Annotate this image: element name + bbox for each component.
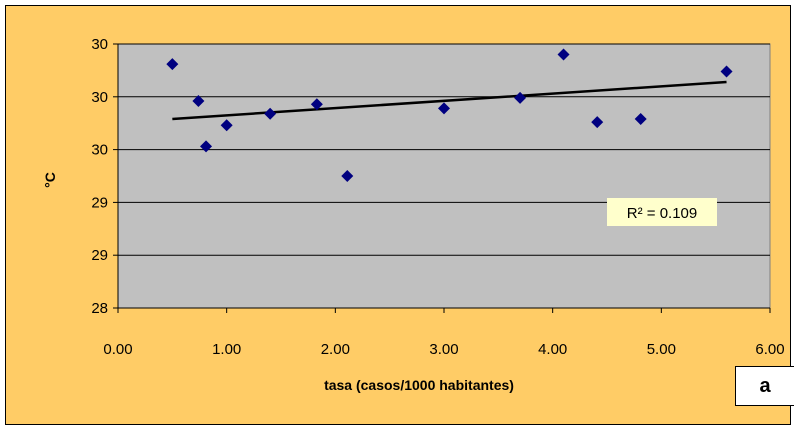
x-tick-label-3: 3.00 bbox=[429, 341, 458, 358]
data-point-3 bbox=[220, 119, 233, 132]
x-tick-label-2: 2.00 bbox=[321, 341, 350, 358]
y-axis-title: °C bbox=[42, 172, 58, 188]
data-point-7 bbox=[438, 102, 450, 115]
data-point-4 bbox=[264, 107, 277, 120]
x-tick-label-6: 6.00 bbox=[755, 341, 784, 358]
data-point-10 bbox=[591, 116, 604, 129]
data-point-5 bbox=[310, 98, 323, 111]
data-point-1 bbox=[192, 95, 205, 108]
y-tick-label-3: 30 bbox=[91, 142, 108, 159]
data-point-9 bbox=[557, 48, 570, 61]
y-tick-label-4: 30 bbox=[91, 89, 108, 106]
y-tick-label-5: 30 bbox=[91, 36, 108, 53]
data-point-0 bbox=[166, 58, 179, 71]
x-axis-title: tasa (casos/1000 habitantes) bbox=[324, 377, 514, 393]
x-tick-label-0: 0.00 bbox=[103, 341, 132, 358]
x-tick-label-1: 1.00 bbox=[212, 341, 241, 358]
data-point-12 bbox=[720, 65, 733, 78]
x-tick-label-5: 5.00 bbox=[647, 341, 676, 358]
panel-label: a bbox=[735, 366, 794, 406]
r-squared-text: R² = 0.109 bbox=[627, 205, 697, 222]
r-squared-box bbox=[607, 198, 717, 226]
y-tick-label-0: 28 bbox=[91, 300, 108, 317]
plot-area bbox=[117, 43, 771, 309]
r-squared-annotation: R² = 0.109 bbox=[607, 198, 717, 226]
data-point-8 bbox=[514, 91, 527, 104]
data-point-11 bbox=[634, 112, 647, 125]
trendline bbox=[172, 80, 727, 121]
x-tick-label-4: 4.00 bbox=[538, 341, 567, 358]
y-tick-label-2: 29 bbox=[91, 194, 108, 211]
data-point-6 bbox=[341, 170, 354, 182]
y-tick-label-1: 29 bbox=[91, 247, 108, 264]
data-point-2 bbox=[200, 140, 213, 153]
